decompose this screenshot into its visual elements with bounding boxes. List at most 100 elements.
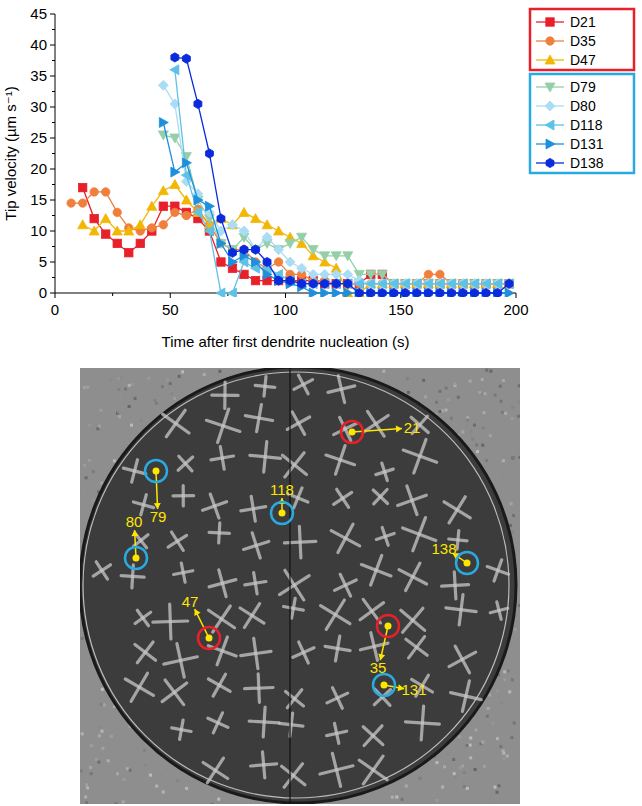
y-tick [50, 107, 55, 108]
noise [124, 388, 127, 391]
annotation-dot [464, 560, 471, 567]
dendrites [93, 375, 508, 787]
dendrite-arm [490, 608, 508, 612]
annotation-circle [145, 460, 167, 482]
dendrite-arm [320, 766, 353, 774]
noise [469, 380, 472, 383]
dendrite-arm [371, 555, 382, 585]
annotation-label: 80 [126, 513, 143, 530]
noise [83, 386, 86, 389]
legend-label: D79 [570, 79, 596, 95]
point [182, 54, 190, 63]
noise [511, 457, 514, 460]
dendrite-arm [223, 382, 227, 408]
point [412, 279, 421, 289]
disc-rim [83, 372, 509, 798]
noise [155, 402, 158, 405]
point [113, 239, 121, 247]
y-tick [50, 293, 55, 294]
noise [510, 502, 513, 505]
series [159, 118, 514, 298]
point [447, 280, 455, 288]
dendrite-arm [180, 720, 184, 739]
point [377, 279, 386, 289]
series [171, 53, 513, 297]
noise [435, 401, 438, 404]
annotation-dot [385, 623, 392, 630]
point [332, 280, 340, 288]
point [217, 214, 225, 223]
point [482, 280, 490, 288]
noise [496, 689, 499, 692]
point [413, 288, 422, 297]
noise [85, 801, 88, 804]
point [194, 99, 202, 108]
noise [502, 750, 505, 753]
point [135, 220, 145, 229]
legend-marker [545, 55, 555, 64]
legend-label: D80 [570, 98, 596, 114]
point [159, 221, 167, 229]
annotation-label: 21 [404, 419, 421, 436]
point [78, 220, 88, 229]
point [274, 245, 284, 255]
point [413, 280, 421, 288]
dendrite-arm [373, 490, 387, 504]
dendrite-arm [203, 502, 227, 511]
noise [474, 728, 477, 731]
point [436, 288, 444, 297]
point [458, 279, 468, 289]
point [274, 276, 282, 284]
point [458, 279, 467, 289]
dendrite-arm [219, 523, 220, 543]
point [377, 279, 387, 289]
noise [503, 678, 506, 681]
dendrite-arm [398, 495, 427, 505]
dendrite-arm [284, 541, 316, 543]
dendrite-arm [174, 571, 193, 575]
legend-label: D131 [570, 136, 604, 152]
point [390, 288, 399, 297]
dendrite-arm [363, 756, 383, 784]
dendrite-arm [376, 533, 394, 539]
y-minor-tick [52, 277, 55, 278]
y-tick-label: 30 [30, 98, 47, 115]
dendrite-arm [494, 560, 502, 581]
series [170, 65, 513, 297]
noise [467, 430, 470, 433]
sample-disc [80, 368, 516, 803]
annotation-label: 79 [150, 508, 167, 525]
series-line [71, 192, 509, 284]
point [400, 279, 410, 289]
point [355, 288, 364, 297]
point [228, 248, 236, 257]
point [102, 188, 110, 196]
point [459, 288, 468, 297]
noise [114, 802, 117, 804]
point [367, 270, 375, 278]
dendrite-arm [173, 494, 194, 497]
noise [487, 707, 490, 710]
noise [110, 735, 113, 738]
point [412, 279, 422, 288]
noise [503, 757, 506, 760]
noise [503, 670, 506, 673]
y-minor-tick [52, 91, 55, 92]
noise [485, 369, 488, 372]
noise [458, 736, 461, 739]
point [217, 258, 225, 266]
noise [512, 456, 515, 459]
noise [80, 770, 83, 773]
y-axis-title: Tip velocity (µm s⁻¹) [2, 86, 19, 220]
point [470, 279, 480, 289]
point [493, 279, 503, 288]
series-line [163, 123, 509, 294]
noise [95, 758, 98, 761]
point [286, 276, 294, 285]
dendrite-arm [459, 595, 463, 625]
noise [160, 774, 163, 777]
legend-marker [546, 139, 555, 149]
noise [86, 786, 89, 789]
y-tick-label: 10 [30, 222, 47, 239]
dendrite-arm [403, 608, 423, 632]
